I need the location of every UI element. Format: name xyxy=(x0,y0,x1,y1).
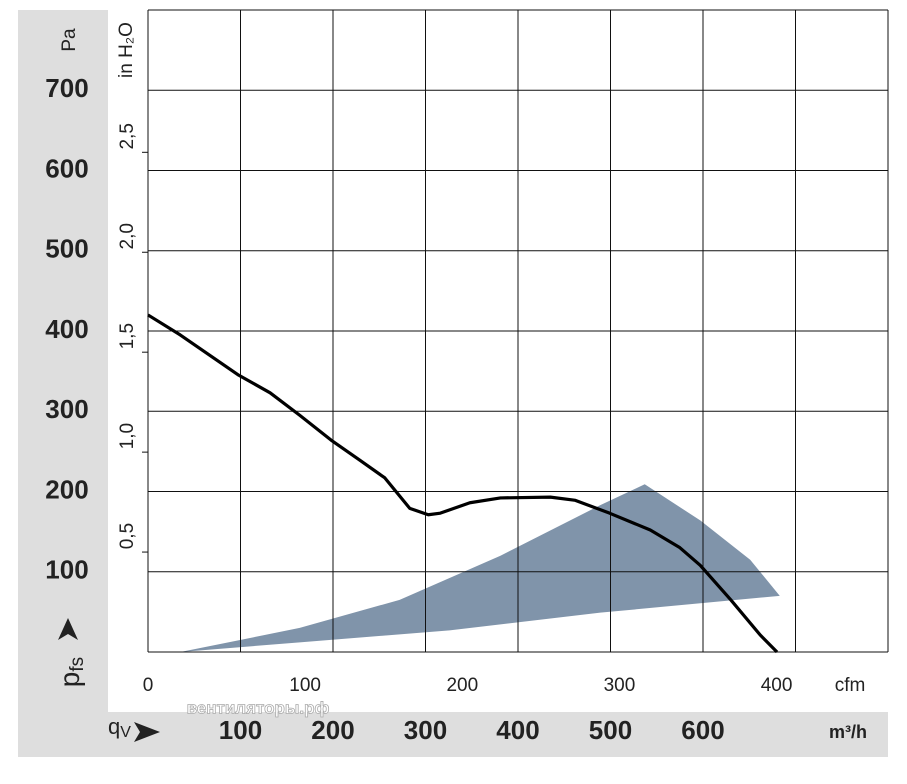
y2-tick-label: 2,5 xyxy=(117,123,138,149)
y2-tick-label: 1,0 xyxy=(117,423,138,449)
y-tick-label: 100 xyxy=(45,555,88,585)
x-tick-label: 500 xyxy=(589,715,632,745)
y-tick-label: 300 xyxy=(45,394,88,424)
x-tick-label: 300 xyxy=(404,715,447,745)
y2-tick-label: 1,5 xyxy=(117,323,138,349)
x-unit: m³/h xyxy=(829,722,867,742)
y-symbol: pfs xyxy=(54,657,88,687)
x-arrow xyxy=(134,722,160,742)
y-symbol-main: p xyxy=(54,672,85,688)
x-symbol: qV xyxy=(108,714,131,741)
y-tick-label: 500 xyxy=(45,234,88,264)
y-tick-label: 700 xyxy=(45,73,88,103)
left-band xyxy=(18,10,108,757)
y-symbol-sub: fs xyxy=(67,657,88,672)
y-tick-label: 600 xyxy=(45,153,88,183)
efficiency-region xyxy=(180,484,780,652)
x2-tick-label: 300 xyxy=(604,675,636,696)
fan-curve xyxy=(147,313,779,654)
watermark: вентиляторы.рф xyxy=(187,698,330,717)
x-tick-label: 600 xyxy=(681,715,724,745)
y2-tick-label: 0,5 xyxy=(117,523,138,549)
y-arrow xyxy=(58,618,78,640)
x2-tick-label: 0 xyxy=(143,675,154,696)
x2-tick-label: 100 xyxy=(289,675,321,696)
x2-tick-label: 400 xyxy=(761,675,793,696)
y2-unit: in H₂O xyxy=(116,22,137,78)
x-tick-label: 400 xyxy=(496,715,539,745)
x-tick-label: 200 xyxy=(311,715,354,745)
x-tick-label: 100 xyxy=(219,715,262,745)
y-unit: Pa xyxy=(59,28,80,52)
x-symbol-sub: V xyxy=(120,724,131,741)
x-symbol-main: q xyxy=(108,714,120,739)
y-tick-label: 200 xyxy=(45,474,88,504)
x2-unit: cfm xyxy=(835,675,866,696)
bottom-band xyxy=(18,712,888,757)
y-tick-label: 400 xyxy=(45,314,88,344)
y2-tick-label: 2,0 xyxy=(117,223,138,249)
plot-area xyxy=(147,9,889,654)
x2-tick-label: 200 xyxy=(446,675,478,696)
